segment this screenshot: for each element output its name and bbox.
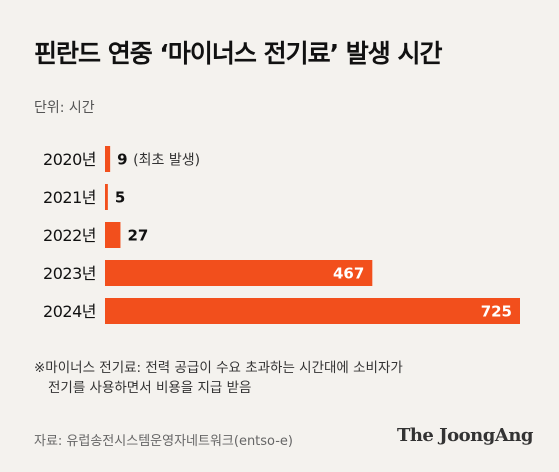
category-label: 2021년 bbox=[43, 188, 96, 207]
bar bbox=[105, 146, 111, 172]
brand-logo: The JoongAng bbox=[396, 425, 534, 446]
bar bbox=[105, 260, 373, 286]
bar bbox=[105, 184, 108, 210]
bar-annotation: (최초 발생) bbox=[133, 153, 200, 169]
category-label: 2023년 bbox=[43, 264, 96, 283]
category-label: 2024년 bbox=[43, 302, 96, 321]
data-label: 725 bbox=[481, 303, 512, 321]
data-label: 9 bbox=[117, 151, 127, 169]
bar bbox=[105, 222, 121, 248]
footnote-line-1: ※마이너스 전기료: 전력 공급이 수요 초과하는 시간대에 소비자가 bbox=[34, 360, 403, 376]
footnote: ※마이너스 전기료: 전력 공급이 수요 초과하는 시간대에 소비자가 전기를 … bbox=[34, 358, 403, 398]
footnote-line-2: 전기를 사용하면서 비용을 지급 받음 bbox=[48, 380, 252, 396]
data-label: 27 bbox=[127, 227, 148, 245]
source-credit: 자료: 유럽송전시스템운영자네트워크(entso-e) bbox=[34, 434, 294, 449]
bar bbox=[105, 298, 520, 324]
category-label: 2020년 bbox=[43, 150, 96, 169]
chart-title: 핀란드 연중 ‘마이너스 전기료’ 발생 시간 bbox=[34, 39, 443, 68]
data-label: 5 bbox=[115, 189, 125, 207]
unit-label: 단위: 시간 bbox=[34, 100, 95, 116]
data-label: 467 bbox=[333, 265, 364, 283]
category-label: 2022년 bbox=[43, 226, 96, 245]
